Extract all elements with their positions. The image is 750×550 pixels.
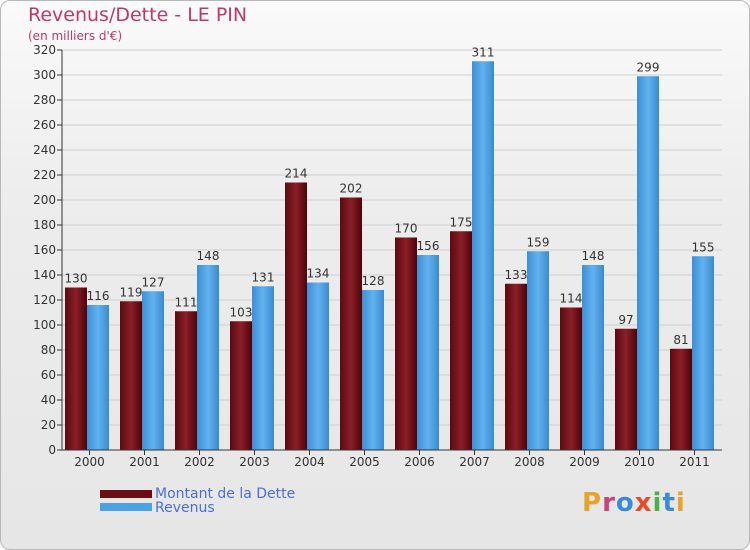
bar-dette: [230, 321, 252, 450]
bar-revenus: [692, 256, 714, 450]
bar-revenus: [362, 290, 384, 450]
legend-label-dette: Montant de la Dette: [155, 486, 296, 502]
axes: 0 20 40 60 80 100 120 140 160 180 200 220 240 260 280 3…: [33, 43, 722, 469]
bar-revenus: [472, 61, 494, 450]
y-tick-label: 160: [33, 243, 56, 257]
y-tick-label: 260: [33, 118, 56, 132]
grid-lines: [62, 49, 722, 426]
data-label-revenus: 148: [582, 249, 605, 263]
bar-dette: [285, 182, 307, 450]
y-tick-label: 60: [41, 368, 56, 382]
data-label-revenus: 134: [307, 267, 330, 281]
data-label-revenus: 131: [252, 270, 275, 284]
legend-label-revenus: Revenus: [155, 500, 215, 516]
x-tick-label: 2011: [679, 455, 710, 469]
data-label-dette: 97: [618, 313, 633, 327]
logo-letter: r: [602, 488, 616, 518]
logo-letter: o: [615, 488, 635, 518]
logo-letter: i: [652, 488, 663, 518]
proxiti-logo: Proxiti: [582, 488, 686, 518]
data-label-revenus: 155: [692, 240, 715, 254]
data-label-dette: 130: [65, 272, 88, 286]
bar-dette: [450, 231, 472, 450]
x-tick-label: 2004: [294, 455, 325, 469]
bar-dette: [505, 283, 527, 450]
data-label-dette: 202: [340, 182, 363, 196]
y-tick-label: 280: [33, 93, 56, 107]
legend-swatch-dette: [100, 490, 152, 498]
bar-dette: [670, 348, 692, 450]
bar-revenus: [142, 291, 164, 450]
bars: [65, 61, 714, 450]
data-label-revenus: 159: [527, 235, 550, 249]
logo-letter: P: [582, 488, 603, 518]
chart-title: Revenus/Dette - LE PIN: [28, 4, 248, 26]
y-tick-label: 20: [41, 418, 56, 432]
y-tick-label: 100: [33, 318, 56, 332]
data-label-dette: 170: [395, 222, 418, 236]
data-label-revenus: 156: [417, 239, 440, 253]
bar-dette: [395, 237, 417, 450]
bar-dette: [340, 197, 362, 450]
x-tick-label: 2006: [404, 455, 435, 469]
data-label-revenus: 127: [142, 275, 165, 289]
bar-dette: [120, 301, 142, 450]
data-label-dette: 119: [120, 285, 143, 299]
x-tick-label: 2009: [569, 455, 600, 469]
x-tick-label: 2002: [184, 455, 215, 469]
x-tick-label: 2001: [129, 455, 160, 469]
data-label-revenus: 311: [472, 45, 495, 59]
y-tick-label: 220: [33, 168, 56, 182]
y-tick-label: 80: [41, 343, 56, 357]
y-tick-label: 40: [41, 393, 56, 407]
legend-swatch-revenus: [100, 503, 152, 511]
bar-revenus: [252, 286, 274, 450]
x-tick-label: 2008: [514, 455, 545, 469]
x-tick-label: 2003: [239, 455, 270, 469]
data-label-revenus: 116: [87, 289, 110, 303]
y-tick-label: 200: [33, 193, 56, 207]
data-label-dette: 214: [285, 167, 308, 181]
data-label-dette: 81: [673, 333, 688, 347]
logo-letter: x: [634, 488, 653, 518]
data-label-dette: 114: [560, 292, 583, 306]
bar-revenus: [417, 255, 439, 450]
y-tick-label: 120: [33, 293, 56, 307]
bar-revenus: [637, 76, 659, 450]
bar-dette: [560, 307, 582, 450]
data-label-dette: 103: [230, 305, 253, 319]
logo-letter: i: [675, 488, 686, 518]
data-label-dette: 111: [175, 295, 198, 309]
bar-dette: [615, 328, 637, 450]
data-label-dette: 133: [505, 268, 528, 282]
y-tick-label: 0: [48, 443, 56, 457]
logo-letter: t: [662, 488, 676, 518]
chart-subtitle: (en milliers d'€): [28, 29, 123, 43]
y-tick-label: 320: [33, 43, 56, 57]
y-tick-label: 180: [33, 218, 56, 232]
x-tick-label: 2010: [624, 455, 655, 469]
data-label-revenus: 299: [637, 60, 660, 74]
y-tick-label: 140: [33, 268, 56, 282]
bar-dette: [65, 287, 87, 450]
bar-revenus: [582, 265, 604, 450]
x-tick-label: 2005: [349, 455, 380, 469]
y-tick-label: 240: [33, 143, 56, 157]
data-label-dette: 175: [450, 215, 473, 229]
x-tick-label: 2007: [459, 455, 490, 469]
data-label-revenus: 128: [362, 274, 385, 288]
bar-revenus: [197, 265, 219, 450]
bar-revenus: [307, 282, 329, 450]
bar-revenus: [527, 251, 549, 450]
bar-revenus: [87, 305, 109, 450]
x-tick-label: 2000: [74, 455, 105, 469]
data-label-revenus: 148: [197, 249, 220, 263]
y-tick-label: 300: [33, 68, 56, 82]
bar-dette: [175, 311, 197, 450]
